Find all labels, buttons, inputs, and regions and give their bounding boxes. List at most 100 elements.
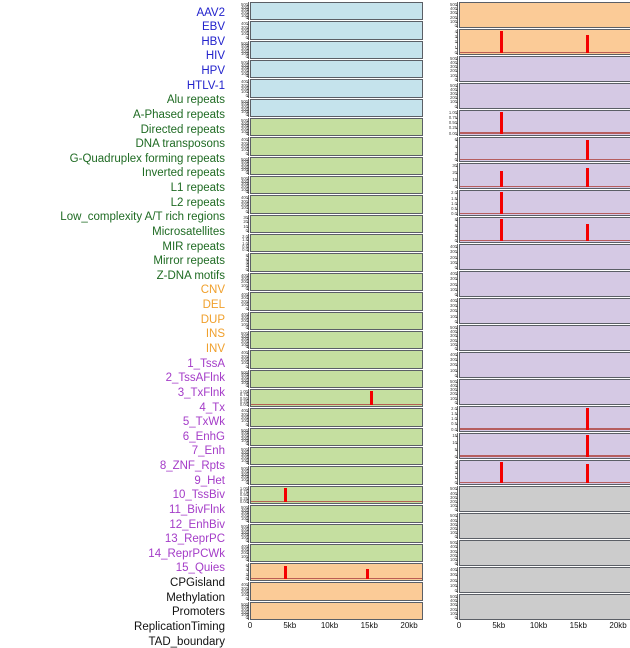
y-tick-mark [456, 180, 458, 182]
y-tick-label: 0 [246, 577, 248, 581]
y-tick-label: 300 [241, 295, 248, 301]
y-tick-label: 100 [450, 72, 457, 78]
track-baseline [251, 404, 422, 406]
x-tick-label: 5kb [492, 621, 506, 630]
genome-track [250, 504, 423, 524]
y-tick-mark [247, 498, 249, 500]
y-tick-label: 0 [455, 588, 457, 593]
y-tick-label: 1 [455, 475, 457, 480]
y-tick-label: 100 [241, 321, 248, 327]
y-tick-label: 400 [450, 567, 457, 573]
figure-root: AAV2 EBV HBV HIV HPV HTLV-1 Alu repeats A-Phase… [60, 2, 630, 647]
genome-track [459, 271, 630, 298]
track-label: G-Quadruplex forming repeats [69, 152, 225, 165]
y-tick-mark [456, 506, 458, 508]
y-tick-mark [456, 354, 458, 356]
y-tick-mark [247, 27, 249, 29]
y-tick-label: 300 [241, 276, 248, 282]
track-label: Low_complexity A/T rich regions [60, 211, 225, 224]
track-label: Promoters [171, 606, 225, 619]
y-tick-label: 3 [455, 465, 457, 470]
y-tick-mark [247, 263, 249, 265]
genome-track [250, 234, 423, 253]
y-tick-label: 0 [246, 306, 248, 311]
y-tick-label: 2.0 [451, 190, 457, 196]
y-tick-mark [456, 160, 458, 162]
y-tick-label: 300 [241, 432, 248, 438]
y-tick-mark [247, 85, 249, 87]
y-tick-label: 0 [455, 481, 457, 485]
y-tick-label: 500 [241, 118, 248, 124]
y-tick-mark [247, 104, 249, 106]
genome-track [250, 543, 423, 562]
y-tick-mark [247, 51, 249, 53]
y-tick-mark [247, 305, 249, 307]
genome-track [250, 388, 423, 408]
y-axis-spine [457, 298, 458, 324]
track-label: HPV [201, 65, 225, 78]
track-baseline [460, 186, 630, 188]
y-tick-label: 100 [241, 89, 248, 95]
y-tick-label: 0 [246, 557, 248, 562]
y-tick-label: 0 [455, 535, 457, 539]
y-axis-spine [457, 459, 458, 486]
y-tick-mark [456, 543, 458, 545]
y-tick-label: 1 [455, 45, 457, 50]
y-tick-label: 4 [246, 568, 248, 572]
y-tick-mark [456, 501, 458, 503]
y-tick-mark [247, 54, 249, 56]
y-tick-label: 400 [241, 79, 248, 85]
y-tick-mark [247, 240, 249, 242]
y-tick-label: 0.75 [239, 488, 248, 494]
y-tick-label: 400 [450, 517, 457, 523]
y-tick-label: 0 [246, 132, 248, 136]
y-tick-mark [247, 588, 249, 590]
y-tick-label: 400 [241, 604, 248, 610]
y-tick-label: 0.25 [239, 495, 248, 501]
y-axis-spine [248, 21, 249, 40]
y-tick-label: 1.5 [242, 237, 248, 243]
y-tick-label: 200 [241, 435, 248, 441]
track-y-axis: 0.00 0.25 0.50 0.75 1.00 [437, 109, 458, 136]
y-tick-label: 2 [455, 151, 457, 156]
y-tick-mark [247, 256, 249, 258]
y-tick-label: 0.75 [448, 114, 457, 120]
y-tick-label: 300 [241, 374, 248, 380]
y-tick-mark [247, 488, 249, 490]
y-tick-mark [247, 513, 249, 515]
y-tick-label: 0.5 [451, 421, 457, 427]
y-tick-mark [247, 165, 249, 167]
y-tick-mark [247, 452, 249, 454]
genome-track [459, 594, 630, 620]
y-tick-mark [247, 49, 249, 51]
y-tick-mark [456, 398, 458, 400]
y-tick-label: 0 [455, 561, 457, 566]
genome-track [250, 79, 423, 98]
y-tick-mark [456, 17, 458, 19]
y-tick-mark [247, 34, 249, 36]
y-tick-mark [456, 98, 458, 100]
y-tick-mark [247, 595, 249, 597]
y-tick-label: 0 [246, 461, 248, 465]
y-tick-mark [247, 269, 249, 271]
track-label: Methylation [166, 591, 225, 604]
track-peak [585, 35, 589, 53]
y-tick-mark [456, 381, 458, 383]
y-tick-mark [247, 469, 249, 471]
y-tick-mark [247, 143, 249, 145]
track-peak [500, 461, 504, 484]
y-tick-mark [456, 247, 458, 249]
y-tick-mark [247, 607, 249, 609]
y-tick-mark [456, 575, 458, 577]
y-axis-spine [248, 485, 249, 504]
